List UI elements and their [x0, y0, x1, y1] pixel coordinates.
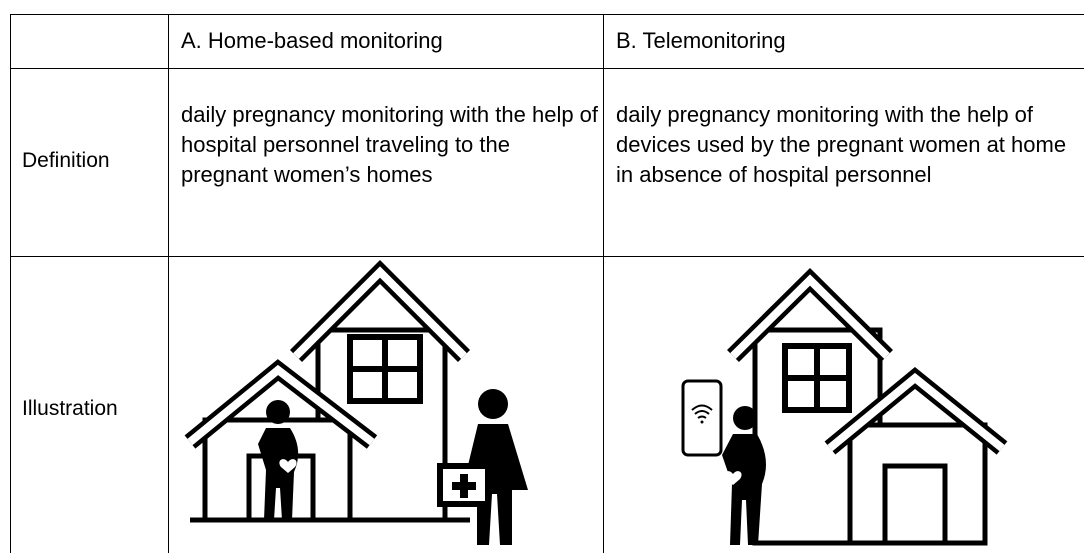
person-head: [733, 406, 757, 430]
illustrations: [0, 0, 1084, 553]
person-head: [266, 400, 290, 424]
person-head: [478, 389, 508, 419]
home-based-illustration: [190, 272, 528, 545]
door: [885, 466, 945, 543]
telemonitoring-illustration: [683, 280, 1002, 545]
wifi-icon: [701, 421, 704, 424]
phone: [683, 381, 721, 455]
page: A. Home-based monitoring B. Telemonitori…: [0, 0, 1084, 553]
